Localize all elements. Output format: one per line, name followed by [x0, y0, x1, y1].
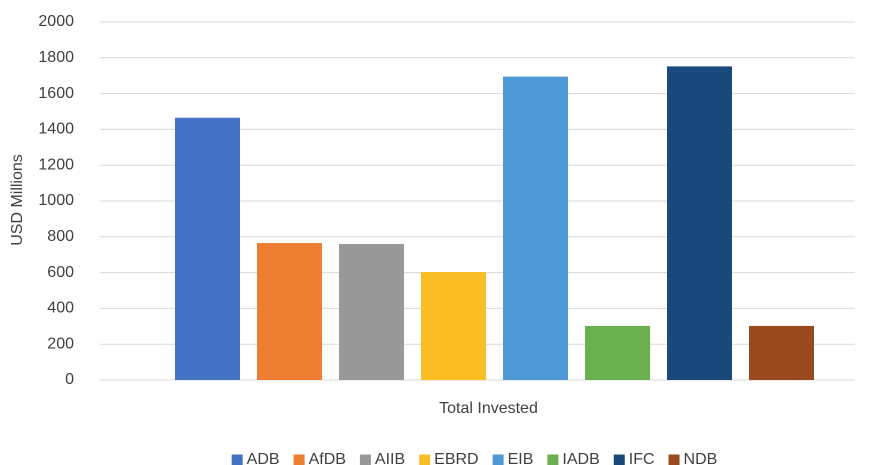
y-axis-title: USD Millions — [9, 154, 26, 246]
legend-swatch — [231, 454, 243, 465]
legend-label: AfDB — [309, 451, 346, 465]
y-tick-label: 400 — [47, 300, 74, 317]
y-tick-label: 1000 — [38, 192, 74, 209]
bar — [175, 117, 240, 380]
legend-swatch — [547, 454, 559, 465]
legend-label: IADB — [562, 451, 599, 465]
legend-swatch — [668, 454, 680, 465]
legend-label: EIB — [508, 451, 534, 465]
legend-label: IFC — [629, 451, 655, 465]
y-tick-label: 1600 — [38, 85, 74, 102]
legend-label: EBRD — [434, 451, 478, 465]
bar — [585, 325, 650, 380]
legend-label: NDB — [684, 451, 718, 465]
y-tick-label: 1400 — [38, 121, 74, 138]
bar — [503, 76, 568, 380]
bar — [339, 243, 404, 380]
y-tick-label: 800 — [47, 228, 74, 245]
legend-swatch — [419, 454, 431, 465]
legend-swatch — [492, 454, 504, 465]
bar — [667, 66, 732, 380]
bar — [257, 243, 322, 380]
legend-label: AIIB — [375, 451, 405, 465]
legend-swatch — [613, 454, 625, 465]
legend-label: ADB — [247, 451, 280, 465]
y-tick-label: 0 — [65, 371, 74, 388]
x-tick-label: Total Invested — [439, 400, 538, 417]
legend-swatch — [359, 454, 371, 465]
y-tick-label: 2000 — [38, 13, 74, 30]
bar — [421, 272, 486, 380]
y-tick-label: 600 — [47, 264, 74, 281]
legend-swatch — [293, 454, 305, 465]
y-tick-label: 200 — [47, 335, 74, 352]
y-tick-label: 1200 — [38, 156, 74, 173]
y-tick-label: 1800 — [38, 49, 74, 66]
bar — [749, 325, 814, 380]
